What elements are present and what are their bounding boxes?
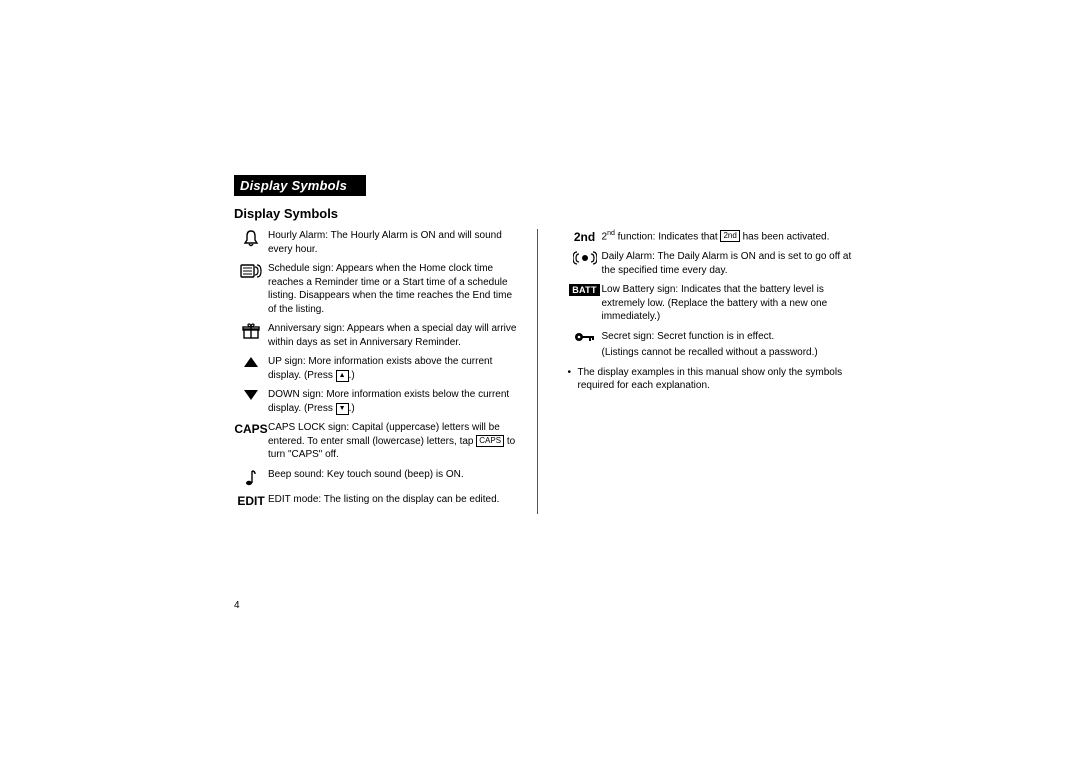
symbol-icon-cell — [234, 322, 268, 339]
symbol-item: Anniversary sign: Appears when a special… — [234, 322, 521, 349]
up-arrow-icon — [243, 356, 259, 368]
text-icon: EDIT — [237, 494, 264, 508]
symbol-item: Secret sign: Secret function is in effec… — [568, 330, 855, 360]
symbol-icon-cell — [234, 355, 268, 368]
footnote: •The display examples in this manual sho… — [568, 366, 855, 393]
symbol-item: BATTLow Battery sign: Indicates that the… — [568, 283, 855, 324]
symbol-icon-cell — [234, 229, 268, 248]
symbol-item: Daily Alarm: The Daily Alarm is ON and i… — [568, 250, 855, 277]
symbol-description: Schedule sign: Appears when the Home clo… — [268, 262, 521, 316]
symbol-description-note: (Listings cannot be recalled without a p… — [602, 346, 855, 360]
symbol-item: UP sign: More information exists above t… — [234, 355, 521, 382]
symbol-description: UP sign: More information exists above t… — [268, 355, 521, 382]
symbol-item: 2nd2nd function: Indicates that 2nd has … — [568, 229, 855, 244]
symbol-item: DOWN sign: More information exists below… — [234, 388, 521, 415]
symbol-description: CAPS LOCK sign: Capital (uppercase) lett… — [268, 421, 521, 462]
symbol-icon-cell: BATT — [568, 283, 602, 296]
symbol-description: Beep sound: Key touch sound (beep) is ON… — [268, 468, 521, 482]
key-label: CAPS — [476, 435, 504, 447]
key-label: ▲ — [336, 370, 349, 382]
symbol-description: DOWN sign: More information exists below… — [268, 388, 521, 415]
symbol-description: Anniversary sign: Appears when a special… — [268, 322, 521, 349]
symbol-icon-cell — [234, 468, 268, 487]
section-heading: Display Symbols — [234, 206, 854, 221]
symbol-item: CAPSCAPS LOCK sign: Capital (uppercase) … — [234, 421, 521, 462]
symbol-icon-cell — [234, 262, 268, 279]
symbol-icon-cell: CAPS — [234, 421, 268, 436]
gift-icon — [242, 323, 260, 339]
footnote-text: The display examples in this manual show… — [578, 366, 855, 393]
schedule-icon — [240, 263, 262, 279]
symbol-icon-cell — [568, 250, 602, 265]
symbol-icon-cell — [234, 388, 268, 401]
symbol-description: Low Battery sign: Indicates that the bat… — [602, 283, 855, 324]
symbol-item: EDIT EDIT mode: The listing on the displa… — [234, 493, 521, 508]
key-icon — [574, 331, 596, 343]
bell-icon — [243, 230, 259, 248]
batt-icon: BATT — [569, 284, 600, 296]
left-column: Hourly Alarm: The Hourly Alarm is ON and… — [234, 229, 538, 514]
symbol-icon-cell — [568, 330, 602, 343]
key-label: ▼ — [336, 403, 349, 415]
symbol-item: Schedule sign: Appears when the Home clo… — [234, 262, 521, 316]
symbol-description: Daily Alarm: The Daily Alarm is ON and i… — [602, 250, 855, 277]
symbol-item: Hourly Alarm: The Hourly Alarm is ON and… — [234, 229, 521, 256]
right-column: 2nd2nd function: Indicates that 2nd has … — [568, 229, 855, 514]
symbol-item: Beep sound: Key touch sound (beep) is ON… — [234, 468, 521, 487]
text-icon: CAPS — [234, 422, 267, 436]
daily-alarm-icon — [573, 251, 597, 265]
symbol-description: 2nd function: Indicates that 2nd has bee… — [602, 229, 855, 244]
symbol-icon-cell: EDIT — [234, 493, 268, 508]
down-arrow-icon — [243, 389, 259, 401]
key-label: 2nd — [720, 230, 739, 242]
page-number: 4 — [234, 600, 240, 611]
music-note-icon — [245, 469, 257, 487]
symbol-description: Hourly Alarm: The Hourly Alarm is ON and… — [268, 229, 521, 256]
text-icon: 2nd — [574, 230, 595, 244]
section-banner: Display Symbols — [234, 175, 366, 196]
symbol-icon-cell: 2nd — [568, 229, 602, 244]
symbol-description: Secret sign: Secret function is in effec… — [602, 330, 855, 360]
symbol-description: EDIT mode: The listing on the display ca… — [268, 493, 521, 507]
